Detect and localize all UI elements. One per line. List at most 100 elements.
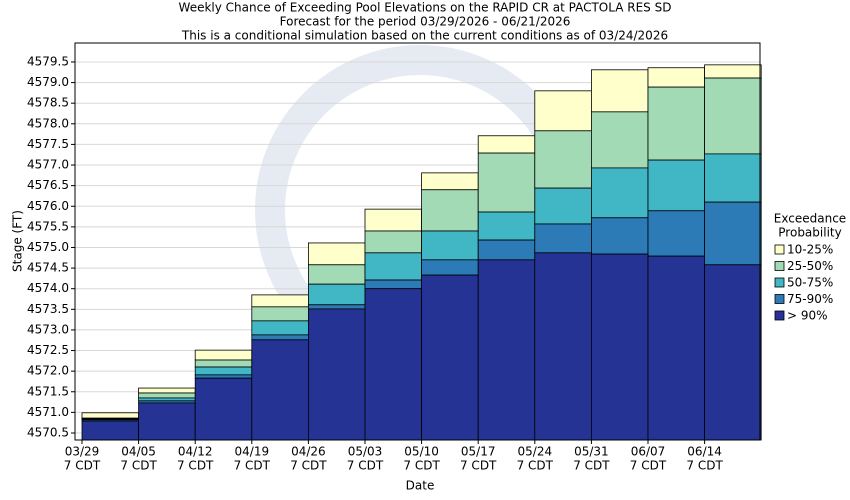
bar-segment	[534, 90, 592, 132]
x-tick-label: 05/03	[348, 445, 383, 459]
y-tick-label: 4579.5	[27, 54, 69, 68]
bar-segment	[534, 223, 592, 254]
bar-segment	[421, 189, 479, 232]
x-tick-sublabel: 7 CDT	[120, 459, 157, 473]
bar-segment	[477, 135, 536, 154]
bar-segment	[421, 172, 479, 191]
bar-segment	[421, 230, 479, 261]
y-tick-label: 4572.0	[27, 364, 69, 378]
bar-segment	[477, 239, 536, 261]
bar-segment	[704, 201, 762, 266]
legend-label: 75-90%	[787, 292, 833, 306]
y-tick-label: 4576.5	[27, 178, 69, 192]
bar-segment	[138, 402, 196, 441]
bar-segment	[704, 153, 762, 203]
bar-segment	[704, 77, 762, 155]
bar-segment	[194, 366, 253, 376]
x-tick-sublabel: 7 CDT	[517, 459, 554, 473]
x-tick-sublabel: 7 CDT	[686, 459, 723, 473]
bar-segment	[421, 259, 479, 276]
bar-segment	[704, 64, 762, 79]
y-tick-label: 4573.0	[27, 322, 69, 336]
x-tick-sublabel: 7 CDT	[630, 459, 667, 473]
x-tick-label: 04/26	[291, 445, 326, 459]
legend-label: 10-25%	[787, 243, 833, 257]
x-tick-label: 04/12	[178, 445, 213, 459]
x-tick-label: 05/17	[461, 445, 496, 459]
x-tick-label: 03/29	[65, 445, 100, 459]
bar-segment	[647, 159, 705, 212]
y-tick-label: 4576.0	[27, 199, 69, 213]
x-tick-sublabel: 7 CDT	[234, 459, 271, 473]
x-tick-sublabel: 7 CDT	[573, 459, 610, 473]
bar-segment	[647, 67, 705, 88]
x-tick-sublabel: 7 CDT	[460, 459, 497, 473]
x-tick-label: 06/07	[631, 445, 666, 459]
y-tick-label: 4571.0	[27, 405, 69, 419]
x-axis-label: Date	[406, 479, 435, 493]
legend-swatch	[774, 310, 785, 321]
bar-segment	[591, 217, 649, 255]
bar-segment	[251, 306, 309, 322]
x-tick-sublabel: 7 CDT	[64, 459, 101, 473]
y-axis-label: Stage (FT)	[11, 210, 25, 272]
bar-segment	[591, 69, 649, 113]
bar-segment	[647, 210, 705, 257]
x-tick-sublabel: 7 CDT	[290, 459, 327, 473]
bar-segment	[138, 387, 196, 394]
bar-segment	[307, 304, 366, 310]
bar-segment	[81, 420, 139, 441]
bar-segment	[591, 111, 649, 169]
legend-label: 25-50%	[787, 259, 833, 273]
y-tick-label: 4573.5	[27, 302, 69, 316]
x-tick-label: 05/31	[574, 445, 609, 459]
y-tick-label: 4574.5	[27, 261, 69, 275]
bar-segment	[534, 130, 592, 189]
y-tick-label: 4575.5	[27, 219, 69, 233]
bar-segment	[307, 242, 366, 266]
bar-segment	[194, 349, 253, 361]
bar-segment	[591, 253, 649, 441]
bar-segment	[477, 259, 536, 441]
bar-segment	[307, 308, 366, 441]
bar-segment	[251, 294, 309, 308]
bar-segment	[307, 264, 366, 285]
bar-segment	[194, 374, 253, 379]
bar-segment	[477, 211, 536, 241]
bar-segment	[138, 392, 196, 399]
bar-segment	[364, 230, 422, 254]
bar-segment	[534, 187, 592, 225]
y-tick-label: 4579.0	[27, 75, 69, 89]
bar-segment	[251, 339, 309, 441]
y-tick-label: 4577.5	[27, 137, 69, 151]
y-tick-label: 4578.5	[27, 96, 69, 110]
chart-title: This is a conditional simulation based o…	[181, 29, 668, 43]
legend-label: > 90%	[787, 309, 828, 323]
x-tick-label: 04/19	[235, 445, 270, 459]
legend-title: Exceedance	[774, 212, 846, 226]
bar-segment	[704, 264, 762, 441]
x-tick-label: 05/24	[518, 445, 553, 459]
chart-title: Weekly Chance of Exceeding Pool Elevatio…	[179, 1, 672, 15]
bar-segment	[81, 412, 139, 419]
bar-segment	[534, 252, 592, 441]
bar-segment	[477, 152, 536, 213]
bar-segment	[647, 255, 705, 441]
legend-swatch	[774, 294, 785, 304]
y-tick-label: 4575.0	[27, 240, 69, 254]
bar-segment	[364, 208, 422, 232]
bar-segment	[591, 167, 649, 219]
bar-segment	[647, 86, 705, 161]
y-tick-label: 4572.5	[27, 343, 69, 357]
y-tick-label: 4570.5	[27, 425, 69, 439]
chart-title: Forecast for the period 03/29/2026 - 06/…	[280, 15, 571, 29]
x-tick-label: 06/14	[687, 445, 722, 459]
x-tick-label: 05/10	[404, 445, 439, 459]
bar-segment	[364, 288, 422, 441]
bar-segment	[138, 397, 196, 402]
legend-swatch	[774, 244, 785, 255]
bar-segment	[194, 377, 253, 441]
bar-segment	[307, 283, 366, 306]
plot-border	[74, 42, 761, 441]
